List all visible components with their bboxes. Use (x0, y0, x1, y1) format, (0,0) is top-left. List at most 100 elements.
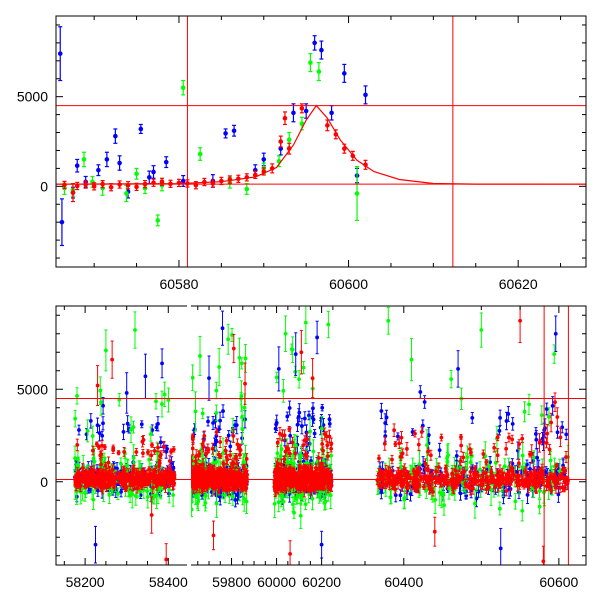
data-point (73, 456, 77, 461)
data-point (155, 218, 161, 223)
data-point (91, 184, 97, 189)
data-point (354, 191, 360, 196)
data-point (278, 146, 284, 151)
data-point (169, 449, 174, 454)
data-point (75, 393, 79, 398)
outlier-point (110, 357, 115, 362)
data-point (158, 486, 163, 491)
data-point (156, 421, 160, 426)
data-point (303, 108, 309, 114)
data-point (162, 482, 166, 487)
data-point (152, 494, 157, 499)
data-point (241, 460, 246, 465)
data-point (278, 139, 284, 144)
outlier-point (164, 557, 169, 562)
data-point (125, 463, 130, 468)
data-point (206, 419, 210, 424)
data-point (134, 184, 139, 190)
data-point (282, 115, 288, 121)
data-point (202, 434, 207, 438)
y-tick-label: 0 (40, 178, 48, 194)
data-point (107, 469, 112, 474)
data-point (146, 175, 152, 180)
data-point (73, 416, 78, 421)
data-point (154, 483, 159, 488)
data-point (98, 453, 103, 458)
data-point (134, 171, 139, 177)
data-point (316, 69, 322, 74)
data-point (162, 392, 167, 397)
data-point (342, 146, 347, 151)
outlier-point (95, 383, 100, 388)
outlier-point (133, 328, 137, 332)
data-point (133, 494, 138, 498)
data-point (299, 106, 305, 111)
data-point (121, 480, 126, 485)
data-point (261, 157, 267, 162)
data-point (163, 159, 169, 165)
data-point (121, 469, 126, 474)
data-point (214, 388, 219, 393)
outlier-point (149, 513, 154, 517)
data-point (163, 469, 168, 474)
data-point (147, 467, 152, 472)
data-point (228, 444, 233, 449)
data-point (228, 453, 233, 458)
data-point (167, 487, 172, 492)
data-point (214, 439, 219, 444)
data-point (99, 400, 103, 405)
data-point (129, 474, 134, 479)
x-tick-label: 60580 (159, 276, 198, 292)
data-point (319, 47, 324, 53)
data-point (131, 455, 136, 460)
data-point (150, 443, 154, 447)
data-point (224, 438, 229, 443)
data-point (241, 464, 246, 469)
data-point (159, 179, 165, 185)
data-point (214, 501, 219, 506)
data-point (342, 71, 347, 76)
data-point (148, 432, 153, 436)
data-point (107, 493, 112, 497)
data-point (131, 467, 136, 471)
data-point (152, 474, 157, 479)
data-point (157, 464, 162, 469)
bottom-segment-0 (73, 311, 177, 565)
data-point (166, 398, 171, 402)
data-point (150, 485, 155, 490)
data-point (77, 480, 82, 485)
outlier-point (104, 348, 108, 353)
data-point (225, 457, 230, 462)
data-point (191, 507, 194, 512)
data-point (171, 493, 175, 497)
data-point (226, 433, 231, 438)
data-point (325, 123, 330, 128)
data-point (191, 375, 195, 380)
data-point (200, 411, 205, 416)
data-point (106, 460, 111, 465)
data-point (129, 480, 134, 485)
data-point (59, 219, 65, 225)
data-point (97, 480, 102, 484)
data-point (234, 423, 239, 428)
data-point (299, 121, 305, 126)
data-point (223, 493, 227, 498)
data-point (191, 455, 195, 460)
data-point (180, 178, 186, 184)
outlier-point (143, 374, 148, 379)
data-point (99, 462, 103, 467)
data-point (117, 160, 122, 166)
top-series-1 (62, 53, 360, 227)
data-point (223, 131, 228, 136)
data-point (87, 471, 92, 476)
data-point (104, 485, 109, 490)
data-point (104, 157, 110, 162)
data-point (100, 433, 105, 438)
data-point (141, 488, 146, 492)
data-point (142, 471, 147, 475)
data-point (158, 454, 163, 459)
data-point (129, 427, 133, 432)
data-point (231, 128, 237, 134)
